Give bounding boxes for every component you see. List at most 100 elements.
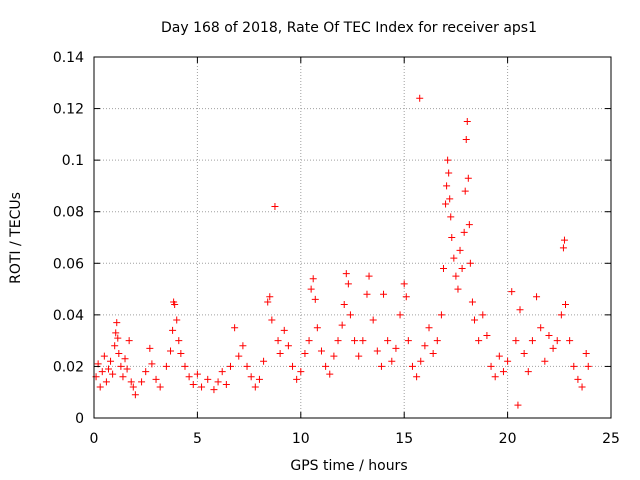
data-point	[584, 362, 592, 370]
data-point	[466, 259, 474, 267]
data-point	[264, 298, 272, 306]
data-point	[359, 337, 367, 345]
data-point	[114, 334, 122, 342]
data-point	[146, 344, 154, 352]
data-point	[226, 362, 234, 370]
data-point	[566, 337, 574, 345]
data-point	[175, 337, 183, 345]
data-point	[109, 370, 117, 378]
data-point	[243, 362, 251, 370]
x-tick-label: 5	[193, 431, 202, 447]
data-point	[284, 342, 292, 350]
data-point	[363, 290, 371, 298]
data-point	[322, 362, 330, 370]
data-point	[545, 331, 553, 339]
data-point	[533, 293, 541, 301]
data-point	[471, 316, 479, 324]
data-point	[355, 352, 363, 360]
data-point	[562, 301, 570, 309]
data-point	[408, 362, 416, 370]
data-point	[524, 368, 532, 376]
x-tick-label: 25	[602, 431, 620, 447]
data-point	[169, 326, 177, 334]
data-point	[313, 324, 321, 332]
data-point	[127, 378, 135, 386]
data-point	[450, 254, 458, 262]
data-point	[260, 357, 268, 365]
plot-frame	[93, 56, 612, 419]
data-point	[499, 368, 507, 376]
axis-ticks	[93, 56, 612, 419]
data-point	[578, 383, 586, 391]
data-point	[274, 337, 282, 345]
y-axis-label: ROTI / TECUs	[8, 192, 24, 284]
data-point	[271, 203, 279, 211]
data-point	[198, 383, 206, 391]
data-point	[516, 306, 524, 314]
data-point	[301, 350, 309, 358]
data-point	[123, 365, 131, 373]
data-point	[96, 383, 104, 391]
data-point	[342, 270, 350, 278]
data-point	[255, 375, 263, 383]
data-point	[447, 213, 455, 221]
data-point	[512, 337, 520, 345]
data-point	[235, 352, 243, 360]
data-point	[404, 337, 412, 345]
data-point	[156, 383, 164, 391]
data-point	[138, 378, 146, 386]
y-tick-label: 0.14	[53, 50, 84, 66]
data-point	[514, 401, 522, 409]
data-point	[177, 350, 185, 358]
data-point	[504, 357, 512, 365]
data-point	[373, 347, 381, 355]
y-tick-label: 0.04	[53, 308, 84, 324]
data-point	[218, 368, 226, 376]
data-point	[443, 182, 451, 190]
data-point	[559, 244, 567, 252]
data-point	[297, 368, 305, 376]
data-point	[289, 362, 297, 370]
data-point	[167, 347, 175, 355]
data-point	[98, 368, 106, 376]
data-point	[461, 187, 469, 195]
data-point	[148, 360, 156, 368]
data-point	[131, 391, 139, 399]
data-point	[557, 311, 565, 319]
data-point	[380, 290, 388, 298]
data-point	[330, 352, 338, 360]
data-point	[129, 383, 137, 391]
data-point	[125, 337, 133, 345]
data-point	[413, 373, 421, 381]
data-point	[528, 337, 536, 345]
data-point	[266, 293, 274, 301]
data-point	[416, 94, 424, 102]
data-point	[520, 350, 528, 358]
data-point	[541, 357, 549, 365]
data-point	[465, 221, 473, 229]
data-point	[340, 301, 348, 309]
data-point	[560, 236, 568, 244]
data-point	[402, 293, 410, 301]
data-point	[553, 337, 561, 345]
data-point	[396, 311, 404, 319]
data-point	[392, 344, 400, 352]
data-point	[388, 357, 396, 365]
data-point	[293, 375, 301, 383]
data-point	[446, 195, 454, 203]
data-point	[222, 380, 230, 388]
data-point	[185, 373, 193, 381]
data-point	[377, 362, 385, 370]
data-point	[479, 311, 487, 319]
y-tick-label: 0.02	[53, 359, 84, 375]
data-point	[162, 362, 170, 370]
data-point	[417, 357, 425, 365]
data-point	[344, 280, 352, 288]
data-point	[251, 383, 259, 391]
data-point	[445, 169, 453, 177]
data-point	[444, 156, 452, 164]
data-point	[549, 344, 557, 352]
data-point	[104, 365, 112, 373]
data-point	[468, 298, 476, 306]
